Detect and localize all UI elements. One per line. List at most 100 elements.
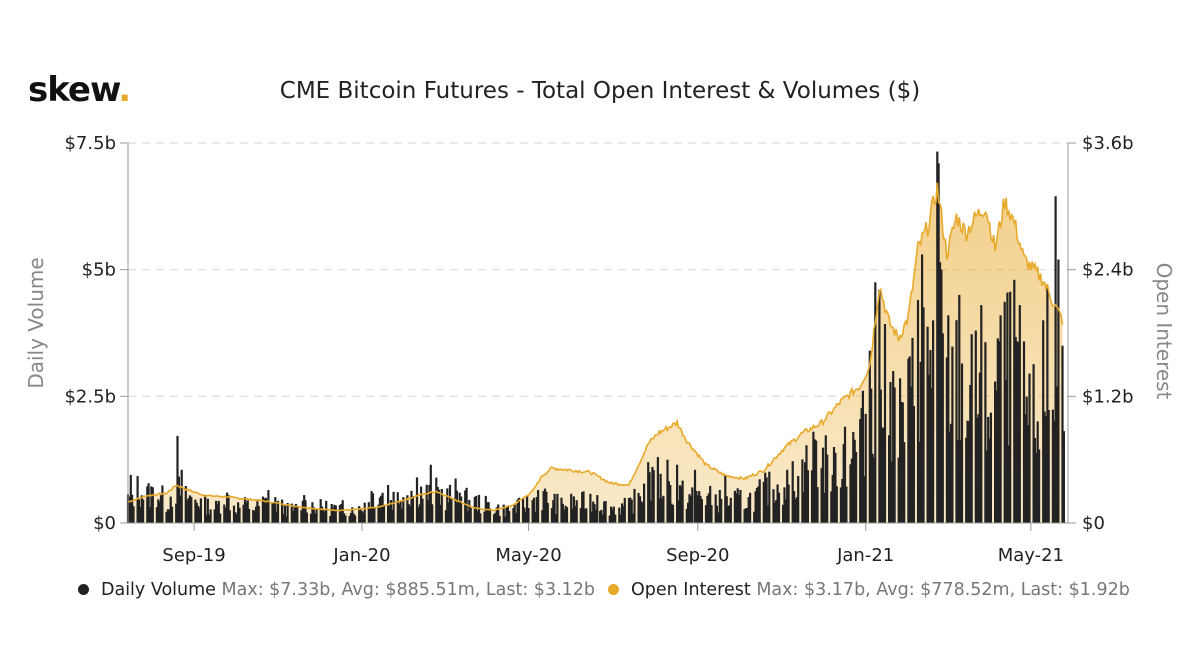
volume-bar [1027, 425, 1030, 523]
right-tick-label: $2.4b [1082, 260, 1134, 281]
volume-bar [565, 507, 569, 523]
volume-bar [205, 514, 208, 523]
x-tick-label: Sep-20 [666, 545, 729, 566]
volume-bar [435, 477, 438, 523]
volume-bar [421, 498, 424, 523]
volume-bar [622, 506, 625, 523]
volume-bar [907, 358, 910, 523]
volume-bar [418, 504, 421, 523]
volume-bar [334, 505, 337, 523]
volume-bar [608, 515, 611, 523]
volume-bar [706, 495, 709, 523]
volume-bar [409, 506, 412, 523]
volume-bar [505, 507, 508, 523]
volume-bar [204, 494, 207, 523]
volume-bar [938, 262, 942, 523]
volume-bar [603, 501, 606, 523]
volume-bar [619, 514, 622, 523]
legend-item-open-interest[interactable]: Open Interest Max: $3.17b, Avg: $778.52m… [608, 580, 1130, 600]
volume-bar [919, 361, 922, 523]
volume-bar [264, 497, 267, 523]
volume-bar [208, 514, 211, 523]
volume-bar [947, 315, 950, 523]
volume-bar [349, 513, 353, 523]
volume-bar [604, 501, 607, 523]
volume-bar [494, 512, 497, 523]
volume-bar [736, 488, 739, 523]
volume-bar [526, 495, 529, 523]
volume-bar [165, 511, 168, 523]
volume-bar [666, 459, 669, 523]
volume-bar [1057, 259, 1060, 523]
volume-bar [611, 509, 614, 523]
left-tick-label: $0 [93, 513, 116, 534]
volume-bar [728, 505, 731, 523]
volume-bar [816, 487, 819, 523]
volume-bar [429, 464, 432, 523]
volume-bar [1053, 420, 1056, 523]
volume-bar [974, 330, 977, 523]
volume-bar [966, 420, 969, 523]
volume-bar [725, 496, 728, 523]
volume-bar [358, 506, 361, 523]
volume-bar [1038, 449, 1041, 523]
volume-bar [1046, 284, 1049, 523]
volume-bar [830, 491, 833, 523]
volume-bar [583, 508, 586, 523]
legend-stats: Max: $7.33b, Avg: $885.51m, Last: $3.12b [221, 580, 596, 600]
volume-bar [795, 497, 798, 523]
volume-bar [764, 472, 767, 523]
volume-bar [351, 507, 354, 523]
brand-dot: . [118, 70, 131, 110]
volume-bar [322, 510, 325, 523]
volume-bar [590, 511, 593, 523]
volume-bar [893, 387, 896, 523]
left-axis-title: Daily Volume [24, 257, 48, 388]
volume-bar [793, 491, 796, 523]
volume-bar [921, 254, 924, 523]
volume-bar [545, 491, 548, 523]
volume-bar [447, 502, 450, 523]
volume-bar [787, 484, 790, 523]
volume-bar [314, 513, 317, 523]
volume-bar [656, 457, 659, 523]
volume-bar [271, 503, 274, 523]
volume-bar [948, 431, 951, 523]
volume-bar [246, 500, 249, 523]
volume-bar [853, 439, 856, 523]
volume-bar [922, 307, 925, 523]
volume-bar [378, 497, 381, 523]
volume-bar [168, 509, 171, 523]
volume-bar [842, 444, 845, 523]
volume-bar [194, 499, 197, 523]
volume-bar [870, 388, 873, 523]
volume-bar [820, 467, 823, 523]
volume-bar [420, 486, 423, 523]
volume-bar [998, 341, 1001, 523]
volume-bar [446, 488, 449, 523]
volume-bar [348, 515, 351, 523]
volume-bar [199, 498, 202, 523]
volume-bar [758, 479, 761, 523]
volume-bar [651, 466, 654, 523]
volume-bar [929, 350, 932, 523]
volume-bar [170, 506, 174, 523]
volume-bar [805, 445, 808, 523]
volume-bar [476, 511, 479, 523]
volume-bar [553, 493, 556, 523]
volume-bar [523, 507, 526, 523]
volume-bar [458, 492, 461, 523]
volume-bar [406, 495, 409, 523]
volume-bar [175, 503, 178, 523]
volume-bar [823, 492, 826, 523]
volume-bar [1013, 279, 1016, 523]
volume-bar [958, 295, 961, 523]
volume-bar [855, 452, 858, 523]
volume-bar [486, 502, 489, 523]
volume-bar [147, 483, 150, 523]
volume-bar [762, 481, 765, 523]
volume-bar [377, 504, 380, 523]
volume-bar [834, 452, 837, 523]
volume-bar [1051, 409, 1054, 523]
legend-item-daily-volume[interactable]: Daily Volume Max: $7.33b, Avg: $885.51m,… [78, 580, 595, 600]
